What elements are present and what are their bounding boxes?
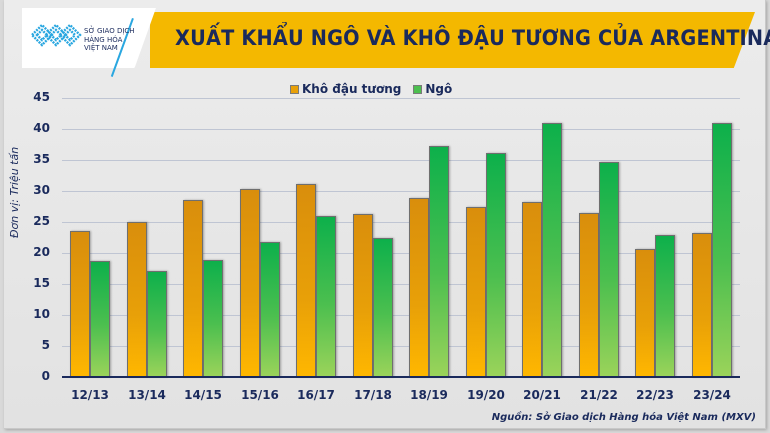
bar-corn xyxy=(599,162,619,377)
bar-corn xyxy=(90,261,110,377)
x-tick-label: 18/19 xyxy=(410,388,448,402)
bar-corn xyxy=(316,216,336,377)
bar-soybean-meal xyxy=(70,231,90,377)
bar-soybean-meal xyxy=(240,189,260,377)
bar-corn xyxy=(203,260,223,377)
x-tick-label: 20/21 xyxy=(523,388,561,402)
y-tick-label: 15 xyxy=(33,276,50,290)
bar-corn xyxy=(373,238,393,377)
logo-text: SỞ GIAO DỊCH HÀNG HÓA VIỆT NAM xyxy=(84,27,135,52)
chart-title: XUẤT KHẨU NGÔ VÀ KHÔ ĐẬU TƯƠNG CỦA ARGEN… xyxy=(175,26,770,50)
gridline xyxy=(62,315,740,316)
x-axis-line xyxy=(62,376,740,378)
bar-soybean-meal xyxy=(127,222,147,377)
y-tick-label: 40 xyxy=(33,121,50,135)
bar-soybean-meal xyxy=(522,202,542,377)
bar-soybean-meal xyxy=(692,233,712,377)
y-tick-label: 20 xyxy=(33,245,50,259)
legend-swatch-orange xyxy=(290,84,299,94)
y-tick-label: 35 xyxy=(33,152,50,166)
gridline xyxy=(62,253,740,254)
gridline xyxy=(62,160,740,161)
bar-corn xyxy=(712,123,732,377)
x-tick-label: 15/16 xyxy=(241,388,279,402)
bar-corn xyxy=(260,242,280,377)
bar-soybean-meal xyxy=(635,249,655,377)
x-tick-label: 23/24 xyxy=(693,388,731,402)
legend-item-corn: Ngô xyxy=(413,82,452,96)
y-tick-label: 25 xyxy=(33,214,50,228)
gridline xyxy=(62,129,740,130)
gridline xyxy=(62,284,740,285)
y-tick-label: 5 xyxy=(41,338,50,352)
bar-soybean-meal xyxy=(183,200,203,377)
bar-corn xyxy=(486,153,506,377)
gridline xyxy=(62,346,740,347)
x-tick-label: 12/13 xyxy=(71,388,109,402)
title-banner xyxy=(150,12,755,68)
x-tick-label: 13/14 xyxy=(128,388,166,402)
bar-corn xyxy=(147,271,167,377)
y-tick-label: 10 xyxy=(33,307,50,321)
legend-label: Ngô xyxy=(425,82,453,96)
x-tick-label: 17/18 xyxy=(354,388,392,402)
bar-corn xyxy=(655,235,675,377)
y-tick-label: 30 xyxy=(33,183,50,197)
mxv-logo-icon xyxy=(30,23,82,47)
y-tick-label: 45 xyxy=(33,90,50,104)
x-tick-label: 22/23 xyxy=(636,388,674,402)
gridline xyxy=(62,191,740,192)
y-tick-label: 0 xyxy=(41,369,50,383)
legend-item-soybean-meal: Khô đậu tương xyxy=(290,82,401,96)
bar-soybean-meal xyxy=(296,184,316,377)
gridline xyxy=(62,222,740,223)
bar-soybean-meal xyxy=(409,198,429,377)
x-tick-label: 19/20 xyxy=(467,388,505,402)
legend-label: Khô đậu tương xyxy=(302,82,402,96)
x-tick-label: 16/17 xyxy=(297,388,335,402)
chart-legend: Khô đậu tương Ngô xyxy=(290,82,452,96)
bar-soybean-meal xyxy=(579,213,599,377)
bar-corn xyxy=(542,123,562,377)
source-note: Nguồn: Sở Giao dịch Hàng hóa Việt Nam (M… xyxy=(491,412,756,423)
bar-soybean-meal xyxy=(466,207,486,377)
x-tick-label: 21/22 xyxy=(580,388,618,402)
legend-swatch-green xyxy=(413,84,423,94)
x-tick-label: 14/15 xyxy=(184,388,222,402)
gridline xyxy=(62,98,740,99)
bar-corn xyxy=(429,146,449,377)
bar-soybean-meal xyxy=(353,214,373,377)
